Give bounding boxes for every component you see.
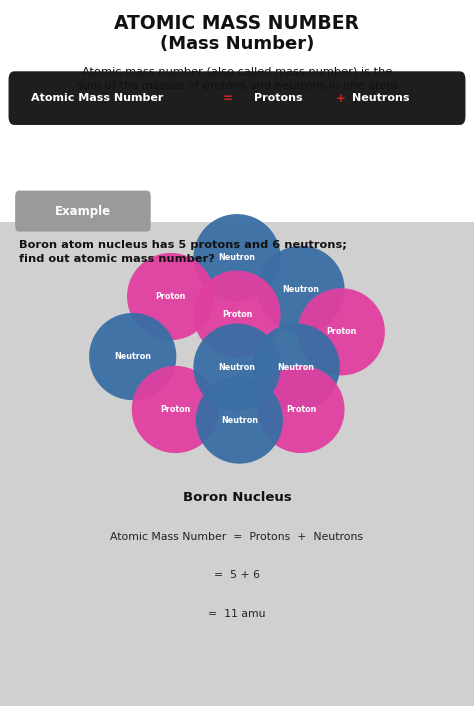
Text: Atomic Mass Number: Atomic Mass Number (31, 93, 163, 103)
Text: =  11 amu: = 11 amu (208, 609, 266, 619)
Text: Proton: Proton (326, 328, 356, 336)
FancyBboxPatch shape (0, 222, 474, 706)
Text: Neutrons: Neutrons (352, 93, 409, 103)
Text: Boron atom nucleus has 5 protons and 6 neutrons;
find out atomic mass number?: Boron atom nucleus has 5 protons and 6 n… (19, 240, 347, 264)
Text: =  5 + 6: = 5 + 6 (214, 570, 260, 580)
Text: Atomic Mass Number  =  Protons  +  Neutrons: Atomic Mass Number = Protons + Neutrons (110, 532, 364, 542)
Text: =: = (223, 92, 232, 104)
Text: Boron Nucleus: Boron Nucleus (182, 491, 292, 504)
Ellipse shape (193, 270, 281, 358)
Text: Atomic mass number (also called mass number) is the
sum of the masses of protons: Atomic mass number (also called mass num… (77, 66, 397, 91)
FancyBboxPatch shape (15, 191, 151, 232)
Ellipse shape (196, 376, 283, 464)
Ellipse shape (253, 323, 340, 411)
Text: Neutron: Neutron (221, 416, 258, 424)
Ellipse shape (298, 288, 385, 376)
Text: +: + (336, 92, 345, 104)
FancyBboxPatch shape (9, 71, 465, 125)
Text: Protons: Protons (254, 93, 302, 103)
Text: Neutron: Neutron (219, 253, 255, 262)
Text: Proton: Proton (222, 310, 252, 318)
Text: (Mass Number): (Mass Number) (160, 35, 314, 53)
Text: Example: Example (55, 205, 111, 217)
Text: Proton: Proton (286, 405, 316, 414)
Ellipse shape (89, 313, 176, 400)
Text: Neutron: Neutron (283, 285, 319, 294)
Text: Proton: Proton (160, 405, 191, 414)
Text: ATOMIC MASS NUMBER: ATOMIC MASS NUMBER (115, 14, 359, 33)
Text: Neutron: Neutron (219, 363, 255, 371)
Text: Neutron: Neutron (114, 352, 151, 361)
Ellipse shape (127, 253, 214, 340)
Ellipse shape (257, 246, 345, 333)
Text: Proton: Proton (155, 292, 186, 301)
FancyBboxPatch shape (0, 0, 474, 222)
Ellipse shape (257, 366, 345, 453)
Ellipse shape (132, 366, 219, 453)
Ellipse shape (193, 214, 281, 301)
Text: Neutron: Neutron (278, 363, 315, 371)
Ellipse shape (193, 323, 281, 411)
